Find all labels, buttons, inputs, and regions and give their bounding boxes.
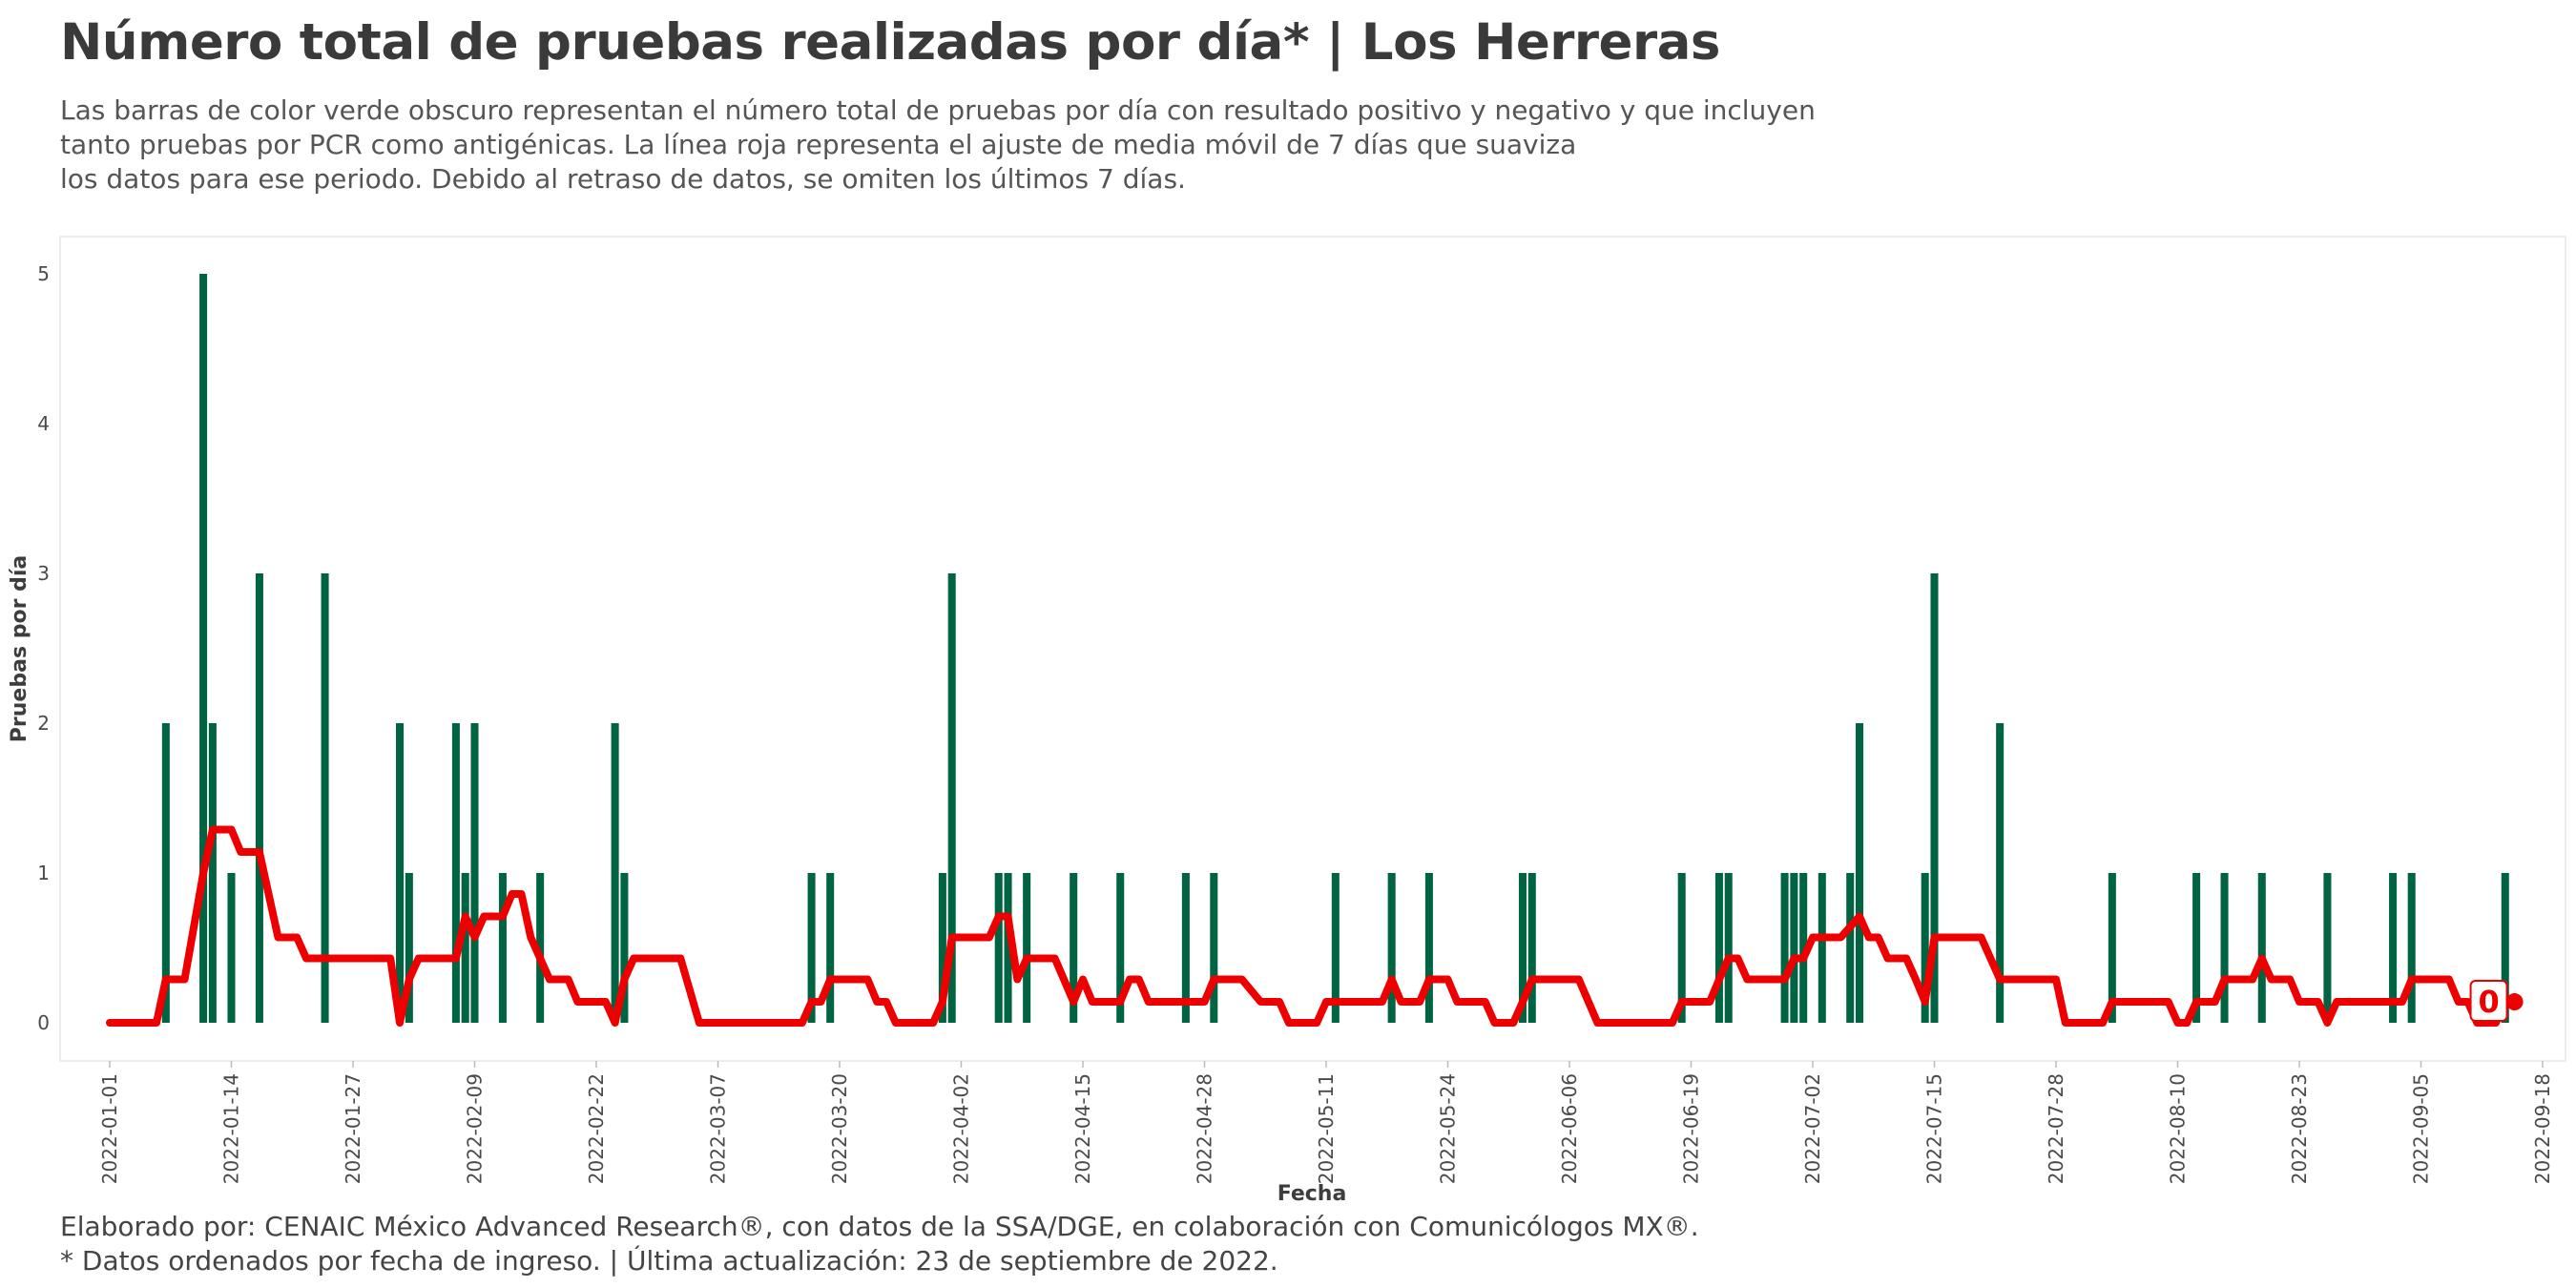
caption-line: * Datos ordenados por fecha de ingreso. … bbox=[60, 1245, 1278, 1277]
bar bbox=[2257, 873, 2266, 1023]
bar bbox=[1921, 873, 1929, 1023]
bar bbox=[461, 873, 469, 1023]
x-tick-label: 2022-07-28 bbox=[2045, 1073, 2067, 1184]
bar bbox=[2220, 873, 2229, 1023]
y-tick-label: 5 bbox=[37, 262, 50, 285]
bar bbox=[938, 873, 946, 1023]
x-tick-label: 2022-03-07 bbox=[707, 1073, 730, 1184]
bar bbox=[199, 274, 208, 1023]
y-tick-label: 2 bbox=[37, 712, 50, 735]
bar bbox=[1677, 873, 1686, 1023]
chart-title: Número total de pruebas realizadas por d… bbox=[60, 13, 1720, 72]
y-axis-ticks: 0 1 2 3 4 5 bbox=[37, 262, 50, 1034]
bar bbox=[1518, 873, 1527, 1023]
x-tick-label: 2022-05-24 bbox=[1437, 1073, 1460, 1184]
x-tick-label: 2022-04-15 bbox=[1071, 1073, 1094, 1184]
bar bbox=[1527, 873, 1536, 1023]
x-axis-title: Fecha bbox=[1278, 1182, 1347, 1206]
x-tick-label: 2022-03-20 bbox=[828, 1073, 851, 1184]
bar bbox=[405, 873, 413, 1023]
end-annotation: 0 bbox=[2469, 980, 2524, 1023]
bar bbox=[1714, 873, 1723, 1023]
x-tick-label: 2022-04-28 bbox=[1194, 1073, 1216, 1184]
bar bbox=[807, 873, 816, 1023]
plot-panel bbox=[59, 236, 2566, 1062]
bar bbox=[2389, 873, 2398, 1023]
bar bbox=[826, 873, 835, 1023]
moving-average-line bbox=[106, 825, 2519, 1027]
y-tick-label: 0 bbox=[37, 1011, 50, 1034]
bar bbox=[1023, 873, 1031, 1023]
chart-subtitle: Las barras de color verde obscuro repres… bbox=[60, 93, 1873, 197]
caption-line: Elaborado por: CENAIC México Advanced Re… bbox=[60, 1211, 1699, 1242]
bar bbox=[620, 873, 629, 1023]
bar bbox=[1930, 573, 1939, 1023]
bar bbox=[1996, 723, 2005, 1023]
x-axis-ticks: 2022-01-01 2022-01-14 2022-01-27 2022-02-09… bbox=[98, 1061, 2554, 1184]
end-label: 0 bbox=[2478, 984, 2499, 1020]
bar bbox=[947, 573, 956, 1023]
x-tick-label: 2022-06-06 bbox=[1558, 1073, 1581, 1184]
bar bbox=[1856, 723, 1864, 1023]
bar bbox=[1387, 873, 1396, 1023]
bar bbox=[396, 723, 405, 1023]
subtitle-line: tanto pruebas por PCR como antigénicas. … bbox=[60, 129, 1577, 160]
bar bbox=[321, 573, 329, 1023]
x-tick-label: 2022-02-22 bbox=[585, 1073, 608, 1184]
last-point-marker bbox=[2505, 993, 2524, 1011]
subtitle-line: los datos para ese periodo. Debido al re… bbox=[60, 163, 1186, 195]
y-axis-title: Pruebas por día bbox=[8, 555, 31, 742]
end-label-box bbox=[2469, 980, 2508, 1023]
chart-caption: Elaborado por: CENAIC México Advanced Re… bbox=[60, 1210, 1699, 1278]
x-tick-label: 2022-01-27 bbox=[342, 1073, 364, 1184]
bar bbox=[1790, 873, 1798, 1023]
bar bbox=[2192, 873, 2201, 1023]
bar bbox=[536, 873, 545, 1023]
x-tick-label: 2022-07-02 bbox=[1801, 1073, 1824, 1184]
bar bbox=[994, 873, 1003, 1023]
bar bbox=[1331, 873, 1340, 1023]
x-tick-label: 2022-09-05 bbox=[2410, 1073, 2433, 1184]
bar bbox=[2108, 873, 2116, 1023]
bar bbox=[208, 723, 217, 1023]
x-tick-label: 2022-08-10 bbox=[2167, 1073, 2190, 1184]
bar bbox=[1070, 873, 1078, 1023]
bar bbox=[227, 873, 236, 1023]
bar bbox=[1846, 873, 1855, 1023]
bar bbox=[1210, 873, 1218, 1023]
subtitle-line: Las barras de color verde obscuro repres… bbox=[60, 94, 1816, 126]
bar bbox=[2407, 873, 2416, 1023]
y-tick-label: 3 bbox=[37, 562, 50, 585]
bar bbox=[470, 723, 479, 1023]
bar bbox=[1424, 873, 1433, 1023]
bar bbox=[2323, 873, 2332, 1023]
bar bbox=[1181, 873, 1190, 1023]
x-tick-label: 2022-06-19 bbox=[1680, 1073, 1703, 1184]
y-tick-label: 4 bbox=[37, 412, 50, 435]
bar-series bbox=[161, 274, 2509, 1023]
bar bbox=[1004, 873, 1012, 1023]
x-tick-label: 2022-09-18 bbox=[2531, 1073, 2554, 1184]
x-tick-label: 2022-01-14 bbox=[220, 1073, 243, 1184]
bar bbox=[1818, 873, 1826, 1023]
bar bbox=[2501, 873, 2509, 1023]
x-tick-label: 2022-01-01 bbox=[98, 1073, 121, 1184]
x-tick-label: 2022-04-02 bbox=[950, 1073, 973, 1184]
bar bbox=[1116, 873, 1125, 1023]
bar bbox=[1799, 873, 1808, 1023]
bar bbox=[451, 723, 460, 1023]
x-tick-label: 2022-07-15 bbox=[1923, 1073, 1946, 1184]
moving-average-series bbox=[106, 825, 2519, 1027]
x-tick-label: 2022-02-09 bbox=[464, 1073, 487, 1184]
bar bbox=[1724, 873, 1733, 1023]
bar bbox=[1780, 873, 1789, 1023]
bar bbox=[611, 723, 619, 1023]
bar bbox=[255, 573, 263, 1023]
x-tick-label: 2022-08-23 bbox=[2288, 1073, 2311, 1184]
bar bbox=[161, 723, 170, 1023]
x-tick-label: 2022-05-11 bbox=[1315, 1073, 1338, 1184]
y-tick-label: 1 bbox=[37, 862, 50, 884]
bar bbox=[498, 873, 507, 1023]
